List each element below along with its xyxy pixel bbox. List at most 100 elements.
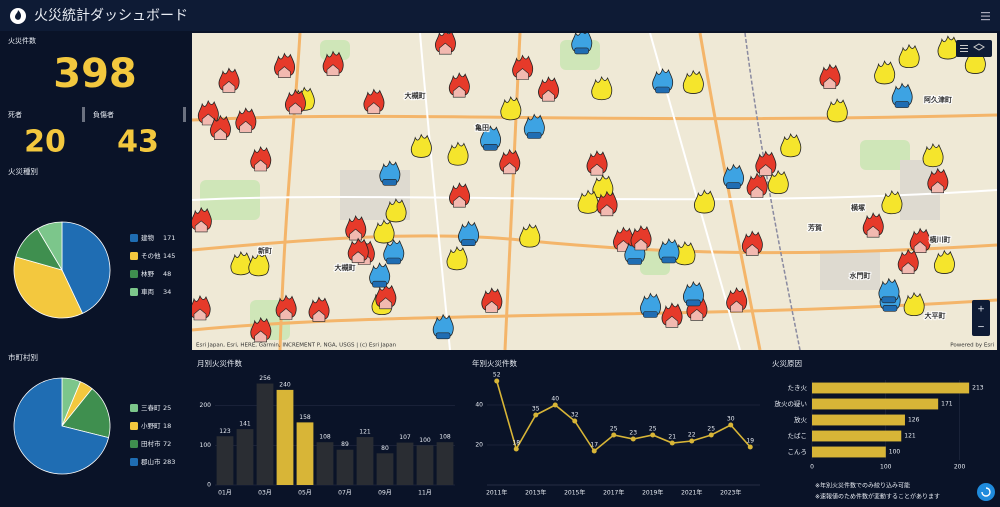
- vehicle: [372, 280, 387, 288]
- fire-marker[interactable]: [274, 52, 296, 78]
- fire-marker[interactable]: [723, 163, 745, 189]
- fire-marker[interactable]: [630, 224, 652, 251]
- flame: [933, 249, 955, 274]
- house: [379, 297, 393, 310]
- fire-marker[interactable]: [538, 76, 560, 102]
- y-tick-label: 40: [475, 402, 483, 409]
- fire-marker[interactable]: [780, 133, 802, 158]
- fire-marker[interactable]: [652, 67, 674, 94]
- fire-marker[interactable]: [235, 107, 257, 133]
- fire-marker[interactable]: [755, 150, 777, 176]
- fire-marker[interactable]: [927, 167, 949, 194]
- fire-marker[interactable]: [383, 238, 405, 265]
- x-tick-label: 03月: [258, 490, 272, 497]
- kpi-value: 20: [24, 125, 66, 160]
- fire-marker[interactable]: [363, 88, 385, 114]
- fire-marker[interactable]: [933, 249, 955, 274]
- vehicle: [685, 299, 701, 307]
- data-label: 25: [707, 426, 715, 433]
- fire-marker[interactable]: [898, 43, 920, 69]
- fire-marker[interactable]: [480, 125, 502, 151]
- fire-marker[interactable]: [897, 248, 919, 275]
- fire-marker[interactable]: [481, 287, 503, 313]
- fire-marker[interactable]: [826, 98, 848, 123]
- fire-marker[interactable]: [322, 50, 344, 76]
- vehicle: [882, 304, 898, 312]
- fire-marker[interactable]: [922, 142, 944, 168]
- fire-marker[interactable]: [434, 30, 456, 55]
- fire-marker[interactable]: [682, 69, 704, 94]
- fire-marker[interactable]: [275, 294, 297, 320]
- fire-marker[interactable]: [432, 313, 454, 340]
- fire-marker[interactable]: [369, 262, 391, 288]
- fire-marker[interactable]: [250, 145, 272, 172]
- fire-marker[interactable]: [674, 241, 696, 266]
- fire-marker[interactable]: [447, 141, 469, 166]
- fire-marker[interactable]: [726, 286, 748, 313]
- fire-marker[interactable]: [640, 292, 662, 318]
- fire-marker[interactable]: [500, 96, 522, 121]
- fire-marker[interactable]: [523, 113, 545, 139]
- fire-marker[interactable]: [767, 169, 789, 195]
- fire-marker[interactable]: [218, 67, 240, 93]
- fire-marker[interactable]: [519, 223, 541, 248]
- fire-marker[interactable]: [891, 82, 913, 108]
- fire-marker[interactable]: [230, 251, 252, 276]
- data-label: 240: [279, 381, 291, 388]
- legend-label: 林野: [141, 269, 155, 278]
- fire-marker[interactable]: [191, 206, 212, 233]
- fire-marker[interactable]: [937, 35, 959, 60]
- flame: [373, 219, 395, 244]
- map-toolbar[interactable]: [956, 40, 992, 57]
- fire-marker[interactable]: [577, 189, 599, 214]
- fire-marker[interactable]: [586, 150, 608, 176]
- house: [312, 310, 326, 322]
- fire-marker[interactable]: [741, 230, 763, 256]
- fire-marker[interactable]: [248, 252, 270, 277]
- fire-marker[interactable]: [448, 72, 470, 98]
- fire-marker[interactable]: [693, 189, 715, 214]
- y-tick-label: たばこ: [788, 431, 808, 440]
- fire-marker[interactable]: [375, 283, 397, 310]
- flame: [446, 246, 468, 271]
- fire-marker[interactable]: [345, 215, 367, 241]
- refresh-button[interactable]: [977, 483, 995, 501]
- fire-marker[interactable]: [658, 237, 680, 264]
- flame: [577, 189, 599, 214]
- house: [254, 330, 268, 343]
- road: [192, 298, 997, 332]
- fire-marker[interactable]: [571, 30, 593, 55]
- fire-marker[interactable]: [499, 148, 521, 175]
- fire-marker[interactable]: [591, 75, 613, 101]
- fire-marker[interactable]: [373, 219, 395, 244]
- fire-marker[interactable]: [209, 114, 231, 140]
- fire-marker[interactable]: [410, 133, 432, 158]
- zoom-control[interactable]: +−: [972, 300, 990, 336]
- fire-marker[interactable]: [385, 198, 407, 223]
- fire-marker[interactable]: [874, 60, 896, 85]
- house: [214, 128, 227, 140]
- fire-marker[interactable]: [596, 190, 618, 217]
- menu-icon[interactable]: [981, 12, 990, 21]
- fire-marker[interactable]: [458, 220, 480, 246]
- fire-marker[interactable]: [449, 182, 471, 208]
- fire-marker[interactable]: [903, 291, 925, 317]
- house: [590, 163, 604, 176]
- fire-marker[interactable]: [682, 280, 704, 307]
- fire-marker[interactable]: [190, 294, 211, 321]
- fire-marker[interactable]: [881, 189, 903, 215]
- fire-marker[interactable]: [284, 88, 306, 115]
- fire-marker[interactable]: [862, 212, 884, 238]
- data-label: 17: [590, 442, 598, 449]
- fire-marker[interactable]: [512, 54, 534, 80]
- fire-marker[interactable]: [250, 316, 272, 343]
- fire-marker[interactable]: [347, 237, 369, 263]
- fire-marker[interactable]: [661, 302, 683, 328]
- fire-marker[interactable]: [379, 160, 401, 186]
- fire-marker[interactable]: [308, 296, 330, 322]
- fire-marker[interactable]: [819, 63, 841, 89]
- fire-marker[interactable]: [878, 277, 900, 304]
- fire-marker[interactable]: [446, 246, 468, 271]
- fire-marker[interactable]: [909, 227, 931, 253]
